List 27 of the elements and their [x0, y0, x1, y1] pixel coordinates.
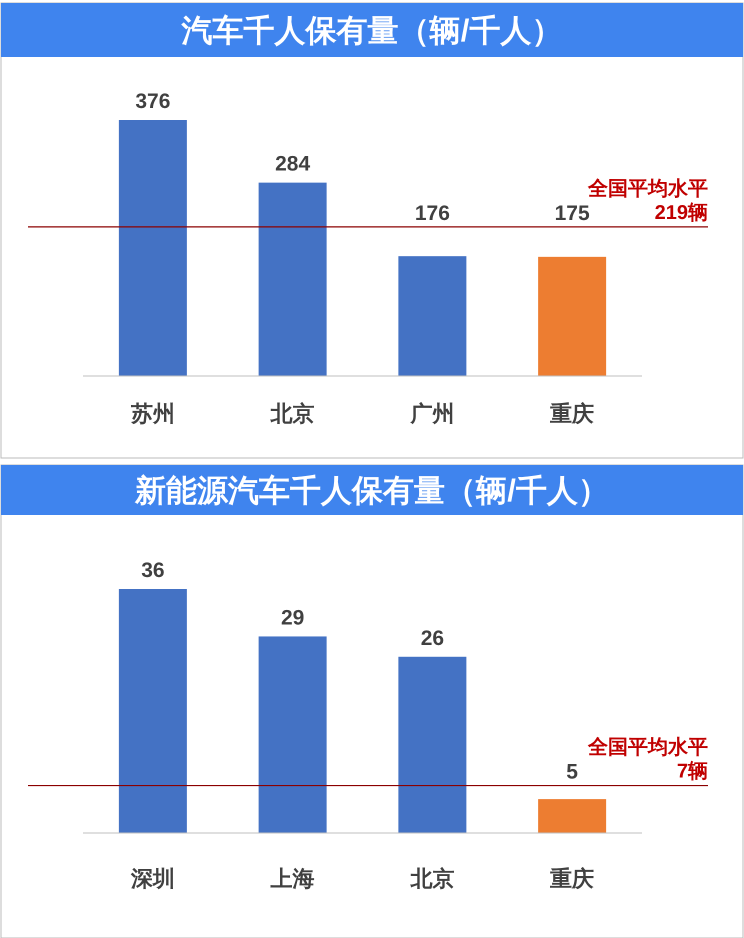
x-tick-label: 重庆	[549, 866, 594, 891]
data-label: 5	[566, 760, 578, 784]
x-tick-label: 苏州	[130, 401, 175, 426]
data-label: 36	[141, 559, 165, 582]
bar	[258, 182, 327, 376]
x-tick-label: 重庆	[549, 401, 594, 426]
data-label: 29	[280, 606, 304, 630]
chart-title: 汽车千人保有量（辆/千人）	[180, 13, 562, 48]
data-label: 176	[414, 202, 450, 225]
x-tick-label: 上海	[270, 866, 315, 891]
chart-title: 新能源汽车千人保有量（辆/千人）	[134, 473, 609, 508]
data-label: 284	[275, 152, 310, 176]
x-tick-label: 深圳	[130, 866, 175, 891]
x-tick-label: 广州	[409, 401, 454, 426]
bar	[538, 799, 606, 833]
bar	[398, 656, 466, 833]
data-label: 26	[420, 626, 444, 650]
x-tick-label: 北京	[409, 866, 454, 891]
x-tick-label: 北京	[270, 401, 315, 426]
bar	[538, 256, 606, 376]
ref-line-label: 全国平均水平 7辆	[587, 736, 708, 783]
data-label: 376	[135, 90, 170, 113]
bar	[398, 256, 466, 376]
bar	[118, 120, 187, 376]
data-label: 175	[554, 202, 590, 225]
bar	[118, 589, 187, 833]
bar	[258, 636, 327, 833]
